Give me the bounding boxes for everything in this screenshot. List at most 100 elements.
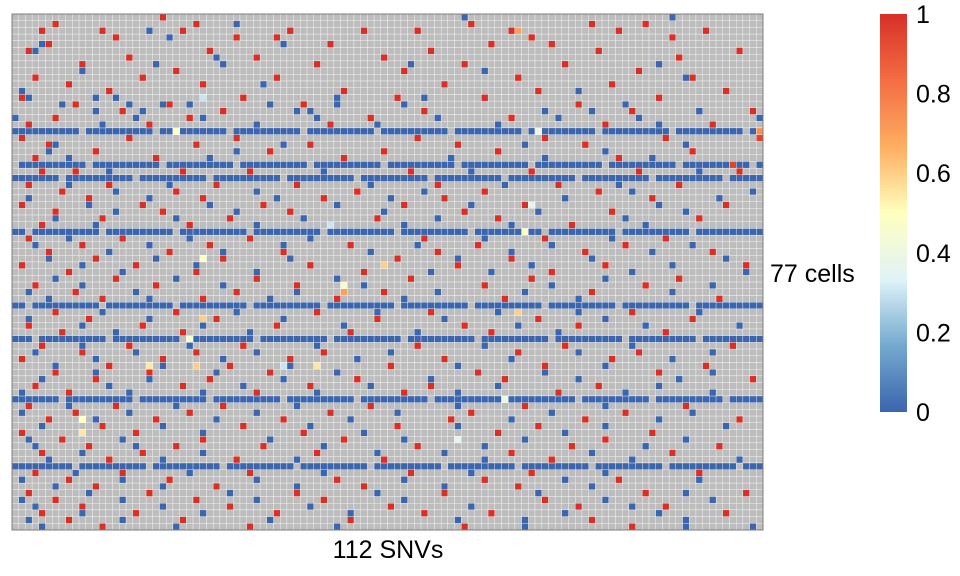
heatmap-cell-missing: [474, 201, 482, 209]
heatmap-cell-missing: [709, 27, 717, 35]
heatmap-cell-missing: [461, 268, 469, 276]
heatmap-cell-missing: [568, 167, 576, 176]
heatmap-cell-missing: [648, 201, 656, 209]
heatmap-cell-missing: [58, 114, 66, 122]
heatmap-cell-missing: [259, 288, 267, 296]
heatmap-cell-missing: [756, 121, 764, 129]
heatmap-cell-missing: [588, 74, 596, 82]
heatmap-cell-missing: [467, 80, 475, 88]
heatmap-cell-missing: [199, 288, 207, 296]
heatmap-cell-missing: [675, 107, 683, 115]
heatmap-cell-missing: [139, 241, 147, 249]
heatmap-cell-missing: [420, 74, 428, 82]
heatmap-cell-missing: [554, 54, 563, 62]
heatmap-cell-missing: [18, 275, 26, 283]
heatmap-cell-missing: [326, 20, 335, 28]
heatmap-cell-missing: [273, 20, 281, 28]
heatmap-cell-missing: [548, 107, 556, 115]
heatmap-cell-missing: [514, 47, 522, 55]
heatmap-cell-missing: [286, 288, 294, 296]
heatmap-cell-missing: [695, 221, 703, 229]
heatmap-cell-missing: [11, 295, 19, 303]
heatmap-cell-missing: [259, 141, 267, 149]
heatmap-cell-missing: [554, 74, 563, 82]
heatmap-cell-missing: [306, 74, 314, 82]
heatmap-cell-missing: [313, 147, 321, 155]
heatmap-cell-missing: [662, 13, 670, 21]
heatmap-cell-missing: [306, 268, 314, 276]
heatmap-cell-missing: [440, 13, 449, 21]
heatmap-cell-missing: [521, 234, 529, 243]
heatmap-cell-missing: [353, 221, 361, 229]
heatmap-cell-missing: [65, 40, 73, 48]
heatmap-cell-missing: [702, 107, 710, 115]
heatmap-cell-missing: [139, 141, 147, 149]
heatmap-cell-missing: [528, 47, 536, 55]
heatmap-cell-missing: [420, 288, 428, 296]
heatmap-cell-missing: [353, 181, 361, 189]
heatmap-cell-missing: [541, 33, 549, 41]
heatmap-cell-missing: [601, 161, 609, 169]
heatmap-cell-missing: [326, 208, 335, 216]
heatmap-cell-missing: [132, 107, 140, 115]
heatmap-cell-missing: [648, 134, 656, 142]
heatmap-cell-missing: [125, 121, 133, 129]
heatmap-cell-missing: [125, 107, 133, 115]
heatmap-cell-missing: [98, 248, 107, 256]
heatmap-cell-missing: [440, 74, 449, 82]
heatmap-cell-missing: [360, 288, 368, 296]
heatmap-cell-missing: [112, 181, 120, 189]
heatmap-cell-missing: [601, 33, 609, 41]
heatmap-cell-missing: [326, 134, 335, 142]
heatmap-cell-missing: [635, 100, 643, 108]
heatmap-cell-missing: [132, 234, 140, 243]
heatmap-cell-missing: [92, 188, 100, 196]
heatmap-cell-missing: [440, 208, 449, 216]
heatmap-cell-missing: [98, 134, 107, 142]
heatmap-cell-missing: [655, 295, 663, 303]
heatmap-cell-missing: [494, 154, 502, 162]
heatmap-cell-missing: [675, 295, 683, 303]
heatmap-cell-missing: [427, 181, 435, 189]
heatmap-cell-missing: [481, 261, 489, 269]
heatmap-cell-missing: [239, 114, 247, 122]
heatmap-cell-missing: [494, 248, 502, 256]
heatmap-cell-missing: [132, 54, 140, 62]
heatmap-cell-missing: [179, 60, 187, 68]
heatmap-cell-missing: [233, 201, 241, 209]
heatmap-cell-missing: [105, 74, 113, 82]
heatmap-cell-missing: [105, 221, 113, 229]
heatmap-cell-missing: [125, 188, 133, 196]
heatmap-cell-missing: [528, 87, 536, 95]
heatmap-cell-missing: [266, 255, 274, 263]
heatmap-cell-missing: [709, 275, 717, 283]
heatmap-cell-missing: [259, 261, 267, 269]
heatmap-cell-missing: [695, 54, 703, 62]
heatmap-cell-missing: [622, 33, 630, 41]
heatmap-cell-missing: [340, 47, 348, 55]
heatmap-cell-missing: [387, 241, 395, 249]
heatmap-cell-missing: [212, 234, 221, 243]
heatmap-cell-missing: [622, 74, 630, 82]
heatmap-cell-missing: [373, 127, 381, 135]
heatmap-cell-missing: [347, 100, 355, 108]
heatmap-cell-missing: [387, 107, 395, 115]
heatmap-cell-missing: [689, 154, 697, 162]
heatmap-cell-missing: [273, 261, 281, 269]
heatmap-cell-missing: [31, 13, 39, 21]
heatmap-cell-missing: [192, 181, 200, 189]
heatmap-cell-missing: [736, 67, 744, 75]
heatmap-cell-missing: [461, 234, 469, 243]
heatmap-cell-missing: [461, 33, 469, 41]
heatmap-cell-missing: [219, 275, 227, 283]
heatmap-cell-missing: [320, 74, 328, 82]
heatmap-cell-missing: [286, 268, 294, 276]
heatmap-cell-missing: [501, 107, 509, 115]
heatmap-cell-missing: [239, 121, 247, 129]
heatmap-cell-missing: [655, 154, 663, 162]
heatmap-cell-missing: [695, 241, 703, 249]
heatmap-cell-missing: [31, 147, 39, 155]
heatmap-cell-missing: [192, 154, 200, 162]
heatmap-cell-missing: [179, 234, 187, 243]
heatmap-cell-missing: [668, 167, 677, 176]
